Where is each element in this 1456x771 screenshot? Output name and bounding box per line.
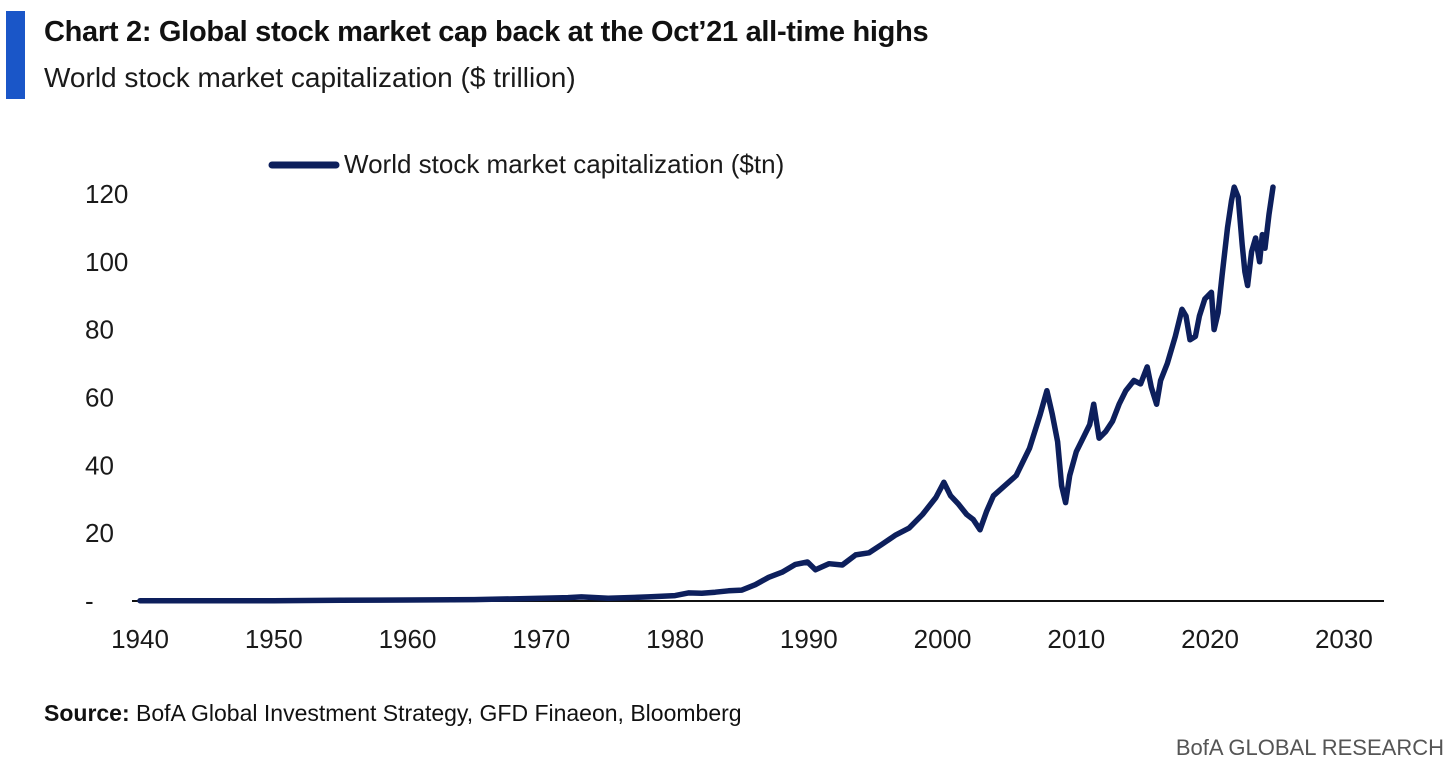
x-tick-label: 2030: [1315, 624, 1373, 654]
x-tick-label: 1940: [111, 624, 169, 654]
x-tick-label: 1960: [379, 624, 437, 654]
series-line-world-market-cap: [137, 184, 1276, 604]
source-note: Source: BofA Global Investment Strategy,…: [44, 700, 742, 727]
y-tick-label: 80: [85, 315, 114, 345]
source-text: BofA Global Investment Strategy, GFD Fin…: [129, 700, 742, 726]
y-tick-label: 60: [85, 382, 114, 412]
chart-title: Chart 2: Global stock market cap back at…: [44, 16, 929, 48]
y-tick-label: 120: [85, 179, 128, 209]
accent-bar: [6, 11, 25, 99]
chart-subtitle: World stock market capitalization ($ tri…: [44, 62, 576, 93]
line-chart: 1940 1950 1960 1970 1980 1990 2000 2010 2020 2030…: [85, 149, 1384, 654]
x-tick-label: 2010: [1047, 624, 1105, 654]
y-tick-label: 100: [85, 247, 128, 277]
x-tick-label: 1950: [245, 624, 303, 654]
x-tick-label: 1970: [512, 624, 570, 654]
source-label: Source:: [44, 700, 130, 726]
brand-label: BofA GLOBAL RESEARCH: [1175, 735, 1444, 760]
y-tick-label: 40: [85, 450, 114, 480]
y-tick-label: -: [85, 586, 94, 616]
y-tick-label: 20: [85, 518, 114, 548]
x-tick-label: 1980: [646, 624, 704, 654]
x-tick-label: 2000: [914, 624, 972, 654]
x-tick-label: 2020: [1181, 624, 1239, 654]
legend-label: World stock market capitalization ($tn): [344, 149, 784, 179]
x-tick-label: 1990: [780, 624, 838, 654]
